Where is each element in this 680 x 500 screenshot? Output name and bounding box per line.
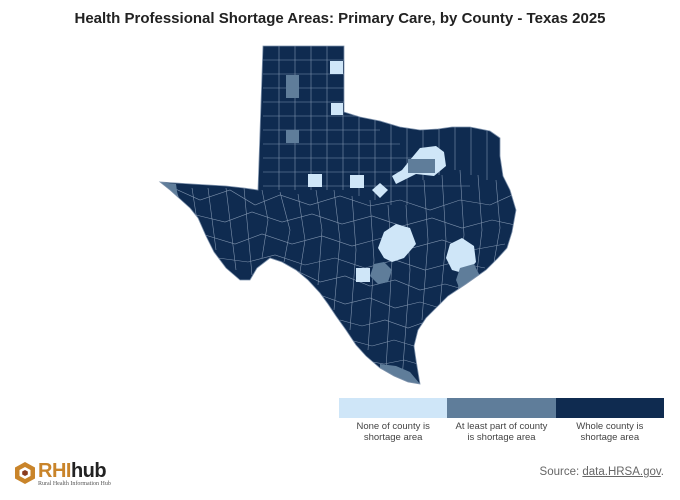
legend-label-whole: Whole county is shortage area (576, 421, 644, 443)
legend-label-none: None of county is shortage area (356, 421, 430, 443)
source-prefix: Source: (539, 466, 583, 478)
rhihub-logo[interactable]: RHIhub Rural Health Information Hub (14, 460, 154, 490)
map-legend: None of county is shortage area At least… (339, 398, 664, 443)
logo-tagline: Rural Health Information Hub (38, 481, 111, 487)
source-link[interactable]: data.HRSA.gov (582, 466, 661, 478)
legend-swatch-whole (555, 398, 664, 418)
source-suffix: . (660, 466, 664, 478)
legend-label-partial: At least part of county is shortage area (455, 421, 548, 443)
source-credit: Source: data.HRSA.gov. (540, 466, 664, 478)
legend-swatch-none (339, 398, 448, 418)
rhihub-logo-icon (15, 462, 35, 484)
legend-swatch-partial (447, 398, 556, 418)
legend-color-bar (339, 398, 664, 418)
logo-rhi-text: RHI (38, 460, 71, 482)
logo-hub-text: hub (70, 460, 107, 482)
county-borders (160, 46, 516, 381)
map-title: Health Professional Shortage Areas: Prim… (74, 10, 606, 27)
texas-county-map (159, 45, 517, 385)
